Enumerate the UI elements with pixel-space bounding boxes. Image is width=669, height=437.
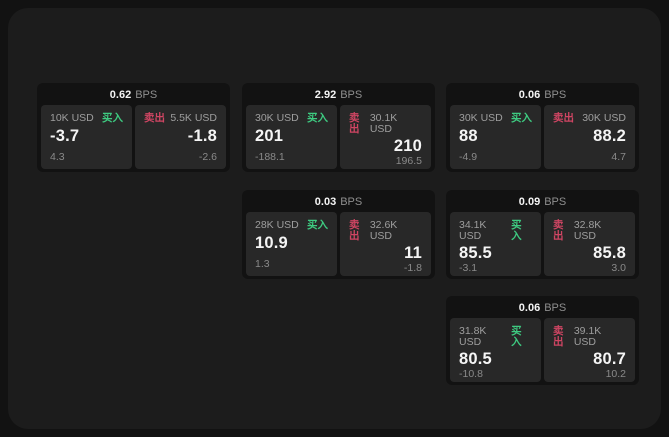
quote-card: 0.06 BPS 31.8K USD 买入 80.5 -10.8 卖出 39.1… (446, 296, 639, 385)
bps-value: 0.09 (518, 195, 541, 208)
sell-delta: 196.5 (395, 154, 422, 167)
sell-panel[interactable]: 卖出 5.5K USD -1.8 -2.6 (135, 105, 226, 169)
quote-card: 0.06 BPS 30K USD 买入 88 -4.9 卖出 30K USD 8… (446, 83, 639, 172)
sell-label: 卖出 (553, 325, 564, 348)
bps-value: 0.03 (314, 195, 337, 208)
buy-label: 买入 (511, 219, 522, 242)
buy-amount: 30K USD (459, 112, 503, 124)
sell-price: 11 (404, 244, 422, 262)
buy-delta: 4.3 (50, 150, 65, 163)
quote-panels: 30K USD 买入 201 -188.1 卖出 30.1K USD 210 1… (242, 105, 435, 169)
buy-label: 买入 (307, 112, 328, 124)
sell-amount: 32.8K USD (573, 219, 602, 242)
bps-unit: BPS (544, 301, 567, 314)
sell-delta: 10.2 (605, 367, 626, 380)
quote-panels: 30K USD 买入 88 -4.9 卖出 30K USD 88.2 4.7 (446, 105, 639, 169)
buy-panel[interactable]: 31.8K USD 买入 80.5 -10.8 (450, 318, 541, 382)
buy-price: 201 (255, 126, 284, 145)
buy-price: 10.9 (255, 233, 288, 252)
bps-value: 0.06 (518, 301, 541, 314)
sell-amount: 39.1K USD (573, 325, 602, 348)
sell-panel[interactable]: 卖出 32.6K USD 11 -1.8 (340, 212, 431, 276)
card-header: 0.03 BPS (242, 190, 435, 212)
quote-card: 2.92 BPS 30K USD 买入 201 -188.1 卖出 30.1K … (242, 83, 435, 172)
buy-price: -3.7 (50, 126, 80, 145)
bps-value: 0.06 (518, 88, 541, 101)
quote-panels: 10K USD 买入 -3.7 4.3 卖出 5.5K USD -1.8 -2.… (37, 105, 230, 169)
sell-label: 卖出 (349, 219, 360, 242)
card-header: 0.06 BPS (446, 83, 639, 105)
bps-value: 2.92 (314, 88, 337, 101)
sell-amount: 5.5K USD (170, 112, 217, 124)
sell-amount: 30.1K USD (369, 112, 398, 135)
card-header: 2.92 BPS (242, 83, 435, 105)
sell-label: 卖出 (553, 112, 574, 124)
bps-unit: BPS (544, 195, 567, 208)
buy-delta: -10.8 (459, 367, 483, 380)
sell-delta: 3.0 (611, 261, 626, 274)
sell-label: 卖出 (144, 112, 165, 124)
bps-unit: BPS (340, 88, 363, 101)
buy-amount: 10K USD (50, 112, 94, 124)
bps-unit: BPS (340, 195, 363, 208)
buy-label: 买入 (307, 219, 328, 231)
buy-price: 88 (459, 126, 478, 145)
sell-delta: 4.7 (611, 150, 626, 163)
sell-price: 210 (393, 137, 422, 155)
buy-panel[interactable]: 30K USD 买入 88 -4.9 (450, 105, 541, 169)
sell-panel[interactable]: 卖出 39.1K USD 80.7 10.2 (544, 318, 635, 382)
buy-delta: -4.9 (459, 150, 478, 163)
buy-panel[interactable]: 30K USD 买入 201 -188.1 (246, 105, 337, 169)
buy-delta: 1.3 (255, 257, 270, 270)
buy-panel[interactable]: 34.1K USD 买入 85.5 -3.1 (450, 212, 541, 276)
sell-price: 80.7 (593, 350, 626, 368)
sell-price: -1.8 (187, 126, 217, 145)
sell-delta: -1.8 (403, 261, 422, 274)
sell-label: 卖出 (349, 112, 360, 135)
buy-label: 买入 (102, 112, 123, 124)
buy-label: 买入 (511, 112, 532, 124)
buy-amount: 31.8K USD (459, 325, 487, 348)
buy-amount: 28K USD (255, 219, 299, 231)
card-header: 0.09 BPS (446, 190, 639, 212)
quote-panels: 34.1K USD 买入 85.5 -3.1 卖出 32.8K USD 85.8… (446, 212, 639, 276)
buy-label: 买入 (511, 325, 522, 348)
quote-panels: 28K USD 买入 10.9 1.3 卖出 32.6K USD 11 -1.8 (242, 212, 435, 276)
buy-panel[interactable]: 28K USD 买入 10.9 1.3 (246, 212, 337, 276)
buy-delta: -3.1 (459, 261, 478, 274)
sell-panel[interactable]: 卖出 32.8K USD 85.8 3.0 (544, 212, 635, 276)
card-header: 0.62 BPS (37, 83, 230, 105)
sell-panel[interactable]: 卖出 30K USD 88.2 4.7 (544, 105, 635, 169)
buy-amount: 30K USD (255, 112, 299, 124)
card-header: 0.06 BPS (446, 296, 639, 318)
quote-panels: 31.8K USD 买入 80.5 -10.8 卖出 39.1K USD 80.… (446, 318, 639, 382)
bps-unit: BPS (135, 88, 158, 101)
sell-price: 88.2 (593, 126, 626, 145)
sell-delta: -2.6 (198, 150, 217, 163)
buy-price: 80.5 (459, 350, 492, 368)
quotes-panel: 0.62 BPS 10K USD 买入 -3.7 4.3 卖出 5.5K USD… (8, 8, 661, 429)
quote-card: 0.03 BPS 28K USD 买入 10.9 1.3 卖出 32.6K US… (242, 190, 435, 279)
sell-amount: 30K USD (582, 112, 626, 124)
bps-unit: BPS (544, 88, 567, 101)
sell-panel[interactable]: 卖出 30.1K USD 210 196.5 (340, 105, 431, 169)
buy-delta: -188.1 (255, 150, 285, 163)
buy-price: 85.5 (459, 244, 492, 262)
sell-amount: 32.6K USD (369, 219, 398, 242)
quote-card: 0.09 BPS 34.1K USD 买入 85.5 -3.1 卖出 32.8K… (446, 190, 639, 279)
sell-price: 85.8 (593, 244, 626, 262)
buy-panel[interactable]: 10K USD 买入 -3.7 4.3 (41, 105, 132, 169)
bps-value: 0.62 (109, 88, 132, 101)
quote-card: 0.62 BPS 10K USD 买入 -3.7 4.3 卖出 5.5K USD… (37, 83, 230, 172)
sell-label: 卖出 (553, 219, 564, 242)
buy-amount: 34.1K USD (459, 219, 487, 242)
